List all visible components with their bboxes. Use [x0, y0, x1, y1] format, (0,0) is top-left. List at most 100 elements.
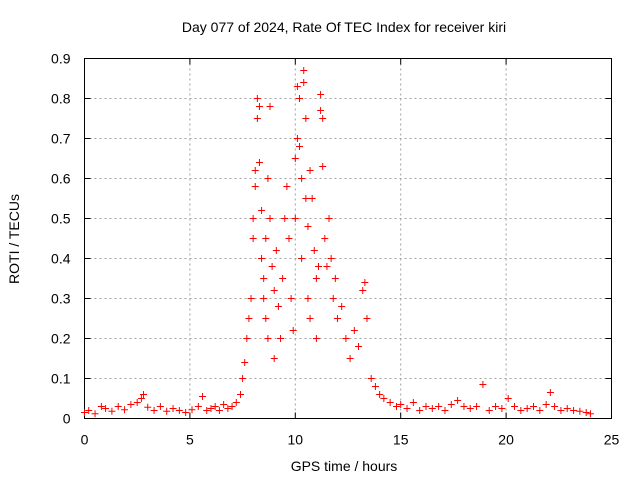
data-point [144, 403, 152, 411]
x-tick-label: 10 [288, 432, 304, 448]
data-point [163, 407, 171, 415]
data-point [127, 401, 135, 408]
data-point [304, 223, 312, 230]
data-point [523, 405, 531, 412]
y-tick-label: 0.6 [51, 171, 71, 187]
data-point [397, 401, 405, 408]
data-point [137, 395, 145, 402]
data-point [310, 247, 318, 254]
data-point [241, 359, 249, 366]
data-point [350, 327, 358, 334]
y-tick-label: 0.7 [51, 131, 71, 147]
data-point [281, 215, 289, 222]
data-point [251, 167, 259, 174]
data-point [376, 391, 384, 398]
data-point [262, 315, 270, 322]
y-tick-label: 0.1 [51, 371, 71, 387]
x-axis-title: GPS time / hours [291, 458, 398, 474]
data-point [207, 405, 215, 412]
y-axis-title: ROTI / TECUs [6, 194, 22, 284]
data-point [243, 335, 251, 342]
data-point [441, 407, 449, 414]
data-point [169, 405, 177, 412]
data-point [291, 215, 299, 222]
data-point [91, 410, 99, 418]
data-point [546, 389, 554, 396]
y-tick-label: 0.9 [51, 51, 71, 67]
data-point [239, 375, 247, 382]
data-point [563, 405, 571, 412]
data-point [346, 355, 354, 362]
data-point [224, 405, 232, 412]
data-point [298, 175, 306, 182]
data-point [325, 215, 333, 222]
data-point [333, 315, 341, 322]
data-point [260, 275, 268, 282]
data-point [291, 155, 299, 162]
data-point [416, 407, 424, 414]
data-point [236, 391, 244, 398]
data-point [245, 315, 253, 322]
data-point [255, 159, 263, 166]
data-point [296, 95, 304, 102]
data-point [247, 295, 255, 302]
data-point [586, 410, 594, 418]
data-point [557, 407, 565, 414]
data-point [331, 275, 339, 282]
data-point [359, 287, 367, 294]
data-point [283, 183, 291, 190]
grid [84, 58, 612, 419]
data-point [466, 405, 474, 412]
data-point [232, 399, 240, 406]
data-point [289, 327, 297, 334]
data-point [314, 263, 322, 270]
data-point [530, 403, 538, 410]
data-point [422, 403, 430, 410]
x-axis: 0 5 10 15 20 25 [81, 58, 619, 448]
x-tick-label: 5 [186, 432, 194, 448]
data-point [312, 275, 320, 282]
data-point [300, 67, 308, 74]
data-point [321, 235, 329, 242]
y-tick-label: 0.4 [51, 251, 71, 267]
data-point [403, 405, 411, 412]
data-point [536, 407, 544, 414]
data-point [308, 195, 316, 202]
data-point [285, 235, 293, 242]
data-point [342, 335, 350, 342]
x-tick-label: 15 [393, 432, 409, 448]
data-point [492, 403, 500, 410]
data-point [454, 397, 462, 404]
data-point [319, 115, 327, 122]
data-point [262, 235, 270, 242]
data-point [298, 255, 306, 262]
data-point [85, 407, 93, 414]
data-point [150, 407, 158, 414]
plot-frame [84, 58, 612, 419]
data-point [327, 255, 335, 262]
data-point [253, 95, 261, 102]
data-point [319, 163, 327, 170]
data-point [392, 403, 400, 410]
data-point [447, 401, 455, 408]
data-point [114, 403, 122, 410]
data-point [304, 295, 312, 302]
data-point [203, 407, 211, 414]
data-point [140, 391, 148, 398]
data-point [504, 395, 512, 402]
data-point [266, 103, 274, 110]
data-point [268, 263, 276, 270]
data-point [371, 383, 379, 390]
y-tick-label: 0.8 [51, 91, 71, 107]
data-point [576, 407, 584, 415]
data-point [361, 279, 369, 286]
data-point [386, 399, 394, 406]
data-point [287, 295, 295, 302]
data-point [108, 407, 116, 415]
y-tick-label: 0.5 [51, 211, 71, 227]
data-point [293, 135, 301, 142]
y-tick-label: 0.2 [51, 331, 71, 347]
data-point [485, 407, 493, 414]
data-point [435, 403, 443, 410]
data-point [211, 403, 219, 410]
